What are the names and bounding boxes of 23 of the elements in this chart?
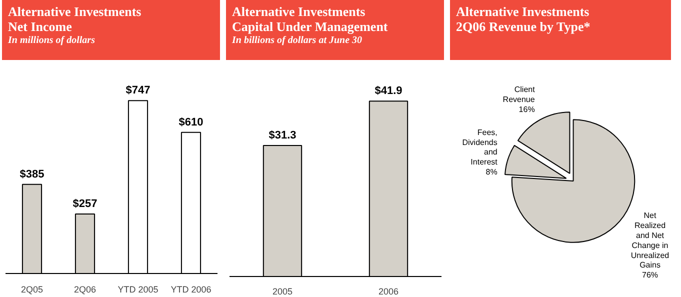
x-tick-label: YTD 2006: [170, 284, 212, 294]
chart-title: Alternative Investments Net Income: [8, 4, 142, 34]
chart-title: Alternative Investments Capital Under Management: [232, 4, 388, 34]
data-label: 16%: [518, 104, 535, 114]
data-label: $31.3: [268, 129, 296, 142]
data-label: $385: [20, 168, 44, 180]
chart-subtitle: In millions of dollars: [8, 34, 96, 48]
x-tick-label: 2Q06: [74, 284, 96, 294]
data-label: 8%: [486, 168, 498, 177]
slice-label: Net Realized and Net Change in Unrealized Gains: [630, 211, 670, 270]
x-tick-label: YTD 2005: [118, 284, 158, 294]
data-label: $41.9: [374, 85, 402, 98]
x-tick-label: 2Q05: [20, 284, 44, 294]
chart-subtitle: In billions of dollars at June 30: [232, 34, 364, 48]
data-label: $610: [178, 116, 204, 128]
x-tick-label: 2006: [378, 286, 399, 296]
data-label: $257: [72, 198, 98, 210]
slice-label: Client Revenue: [502, 85, 536, 104]
chart-title: Alternative Investments 2Q06 Revenue by Type*: [456, 4, 590, 34]
slice-label: Fees, Dividends and Interest: [462, 128, 498, 167]
data-label: $747: [126, 84, 150, 97]
data-label: 76%: [642, 270, 658, 280]
x-tick-label: 2005: [272, 286, 293, 296]
